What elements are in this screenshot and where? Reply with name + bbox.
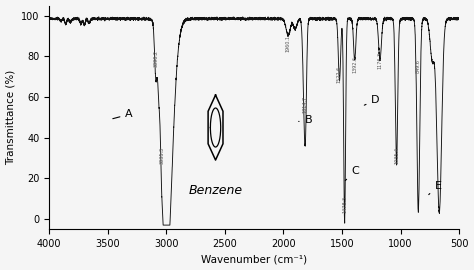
Text: B: B (299, 116, 312, 126)
Text: 1522.6: 1522.6 (337, 66, 342, 83)
Text: Benzene: Benzene (189, 184, 243, 197)
Text: 3035.3: 3035.3 (160, 147, 165, 164)
Text: 3090.2: 3090.2 (153, 49, 158, 66)
Text: A: A (113, 109, 133, 119)
Text: 1035.4: 1035.4 (394, 147, 399, 164)
Text: 1814.7: 1814.7 (303, 96, 308, 113)
Text: 1176.3: 1176.3 (377, 52, 383, 69)
Text: D: D (365, 95, 380, 105)
Text: E: E (429, 181, 442, 195)
Text: 1478.3: 1478.3 (342, 196, 347, 213)
Text: C: C (345, 166, 359, 181)
Text: 849.6: 849.6 (416, 59, 421, 73)
Text: 1392.6: 1392.6 (352, 56, 357, 73)
X-axis label: Wavenumber (cm⁻¹): Wavenumber (cm⁻¹) (201, 254, 307, 264)
Y-axis label: Transmittance (%): Transmittance (%) (6, 70, 16, 165)
Text: 1960.1: 1960.1 (286, 35, 291, 52)
